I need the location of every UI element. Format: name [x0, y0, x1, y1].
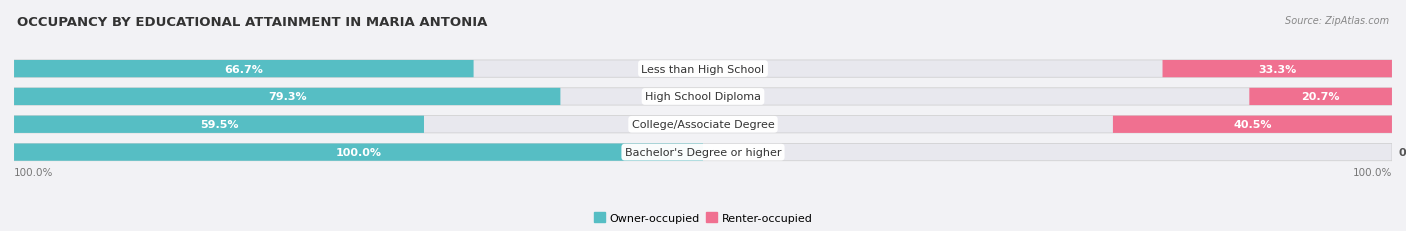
Text: Less than High School: Less than High School [641, 64, 765, 74]
Text: Bachelor's Degree or higher: Bachelor's Degree or higher [624, 147, 782, 158]
Text: High School Diploma: High School Diploma [645, 92, 761, 102]
Text: 66.7%: 66.7% [225, 64, 263, 74]
Text: College/Associate Degree: College/Associate Degree [631, 120, 775, 130]
Text: 100.0%: 100.0% [336, 147, 381, 158]
Text: 0.0%: 0.0% [1399, 147, 1406, 158]
FancyBboxPatch shape [14, 61, 474, 78]
FancyBboxPatch shape [14, 116, 425, 133]
FancyBboxPatch shape [14, 116, 1392, 133]
Text: Source: ZipAtlas.com: Source: ZipAtlas.com [1285, 16, 1389, 26]
Text: OCCUPANCY BY EDUCATIONAL ATTAINMENT IN MARIA ANTONIA: OCCUPANCY BY EDUCATIONAL ATTAINMENT IN M… [17, 16, 488, 29]
FancyBboxPatch shape [14, 88, 561, 106]
Text: 79.3%: 79.3% [269, 92, 307, 102]
Text: 20.7%: 20.7% [1302, 92, 1340, 102]
FancyBboxPatch shape [1114, 116, 1392, 133]
Text: 100.0%: 100.0% [14, 167, 53, 177]
Legend: Owner-occupied, Renter-occupied: Owner-occupied, Renter-occupied [589, 208, 817, 227]
FancyBboxPatch shape [14, 61, 1392, 78]
Text: 59.5%: 59.5% [200, 120, 238, 130]
FancyBboxPatch shape [14, 144, 1392, 161]
FancyBboxPatch shape [1250, 88, 1392, 106]
FancyBboxPatch shape [14, 88, 1392, 106]
Text: 33.3%: 33.3% [1258, 64, 1296, 74]
FancyBboxPatch shape [1163, 61, 1392, 78]
Text: 100.0%: 100.0% [1353, 167, 1392, 177]
FancyBboxPatch shape [14, 144, 703, 161]
Text: 40.5%: 40.5% [1233, 120, 1271, 130]
